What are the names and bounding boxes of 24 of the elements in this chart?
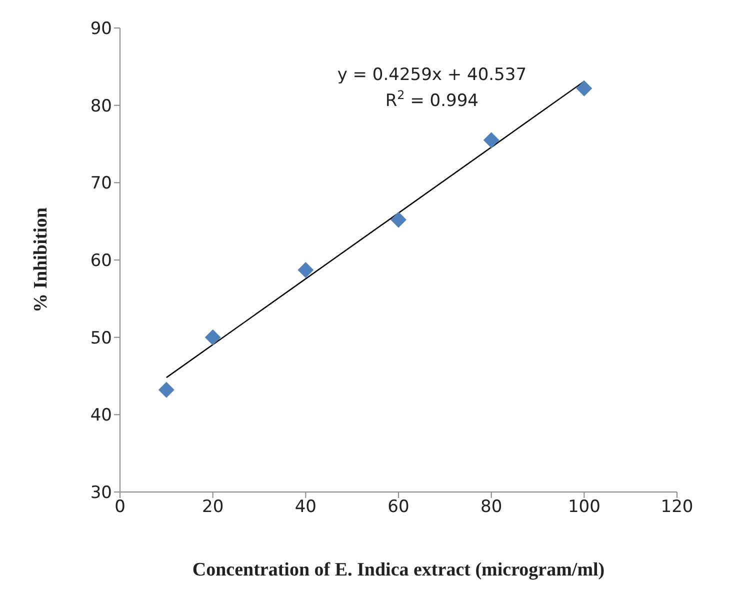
point [483,132,500,148]
point [576,80,592,96]
point [298,262,314,278]
point [390,212,406,228]
x-tick-label: 20 [202,497,224,518]
y-tick-label: 80 [90,96,112,116]
x-tick-label: 100 [568,497,600,518]
x-tick-label: 40 [294,497,316,518]
x-tick-label: 80 [480,497,502,518]
y-tick-label: 70 [90,174,112,194]
point [158,382,174,398]
y-tick-label: 60 [90,251,112,272]
y-tick-label: 90 [90,19,112,40]
point [204,329,221,346]
y-axis-title: % Inhibition [30,207,52,313]
x-axis-title: Concentration of E. Indica extract (microgram/ml) [192,559,605,580]
x-tick-label: 120 [660,497,694,518]
y-tick-label: 30 [90,483,112,504]
x-tick-label: 60 [388,497,410,518]
annotation: R$^{2}$ = 0.994 [385,88,478,111]
y-tick-label: 50 [90,328,112,348]
x-tick-label: 0 [114,497,126,518]
annotation: y = 0.4259x + 40.537 [337,65,527,85]
y-tick-label: 40 [90,406,112,426]
